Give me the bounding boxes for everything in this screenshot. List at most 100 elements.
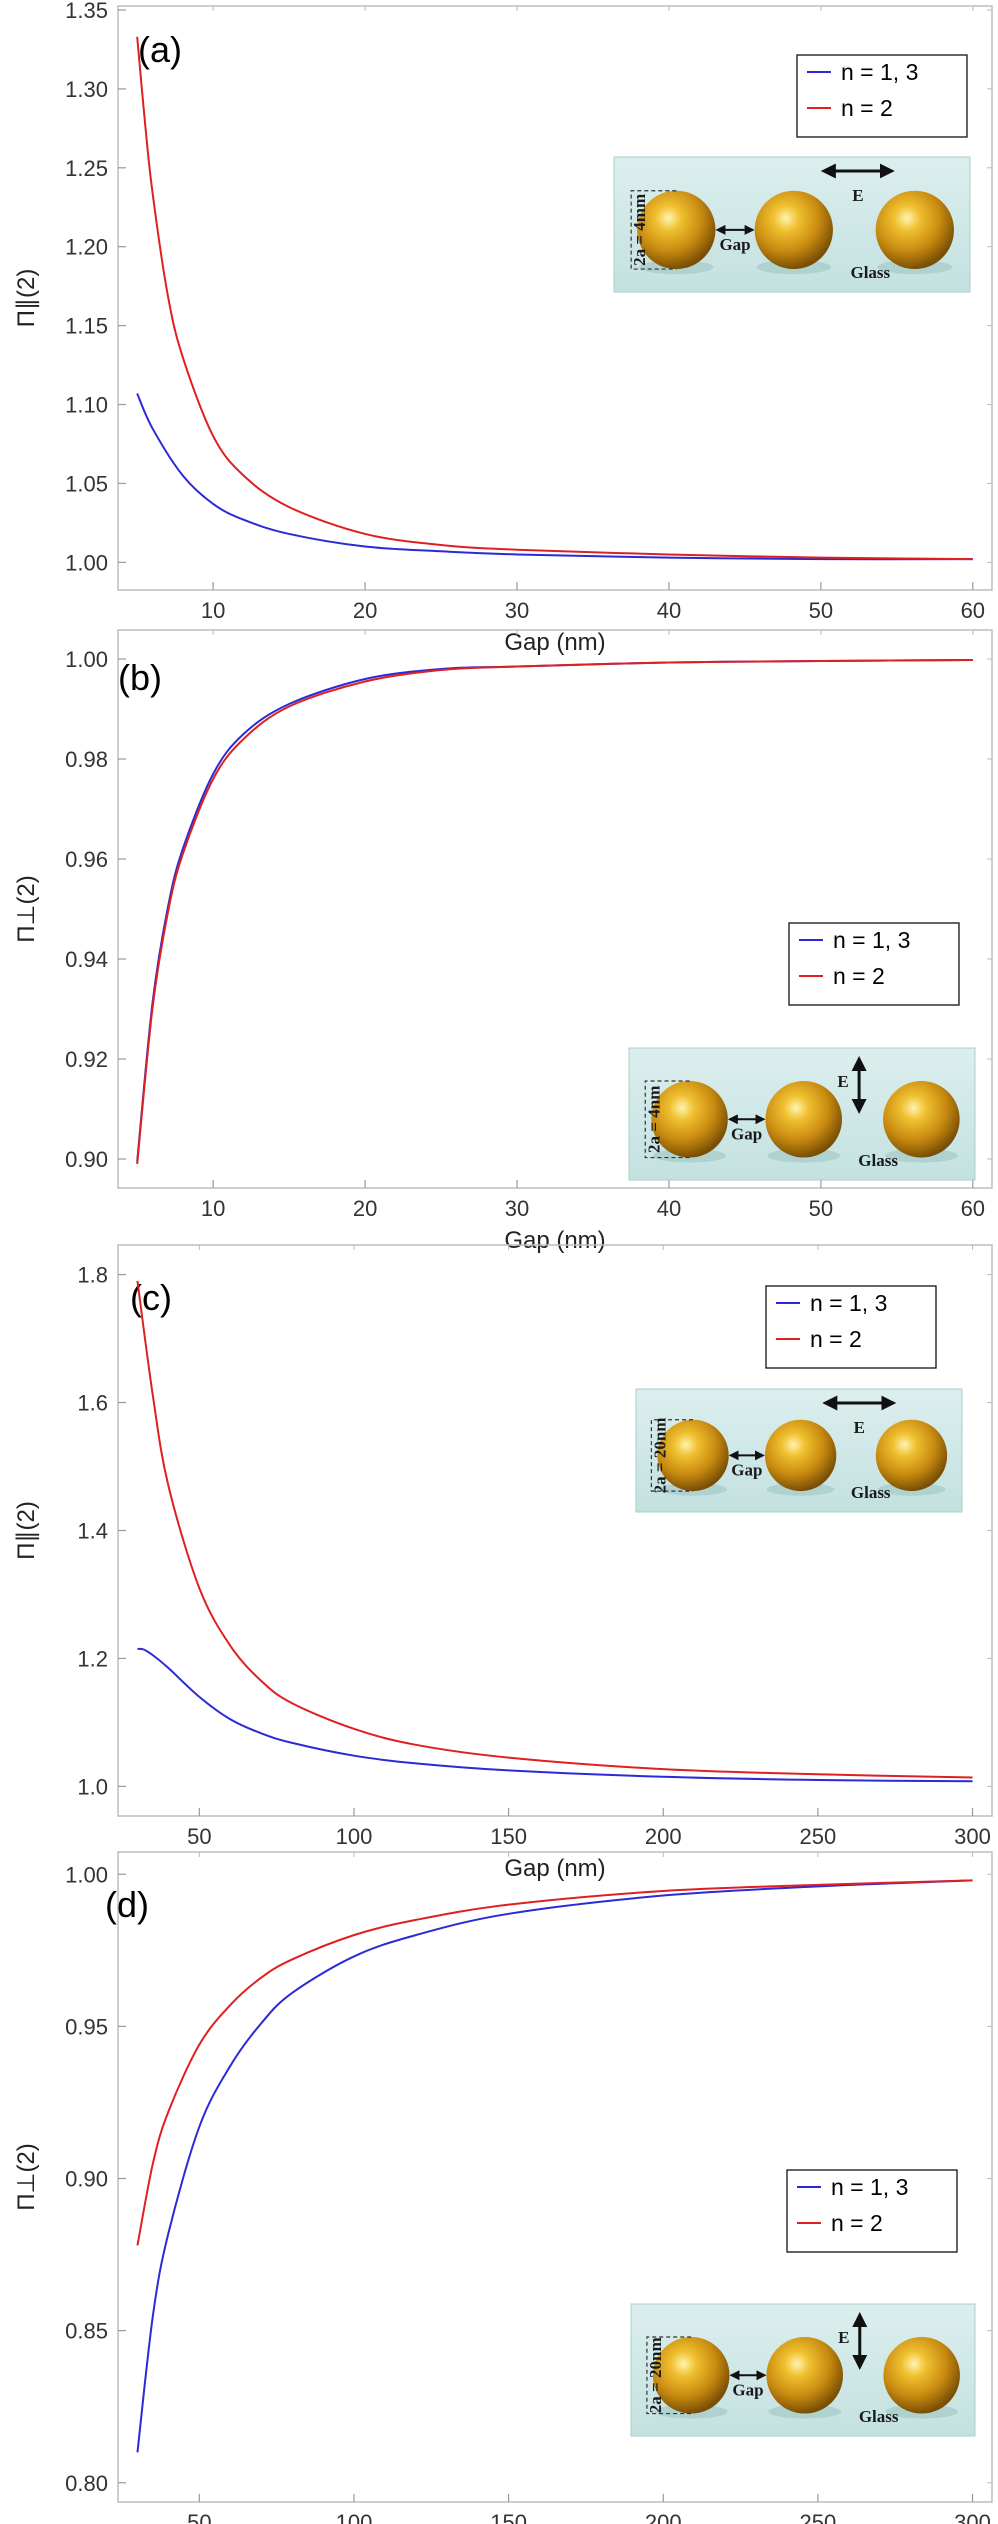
x-axis-title: Gap (nm) — [504, 629, 605, 656]
size-bracket — [644, 1080, 690, 1159]
x-tick-label: 20 — [353, 598, 377, 623]
x-tick-label: 250 — [800, 1824, 837, 1849]
y-tick-label: 0.98 — [65, 747, 108, 772]
size-label: 2a = 4mm — [630, 194, 649, 266]
glass-label: Glass — [859, 2407, 899, 2426]
series-line-n-1-3 — [136, 1879, 973, 2453]
y-tick-label: 0.90 — [65, 1147, 108, 1172]
y-tick-label: 1.0 — [77, 1774, 108, 1799]
plot-frame — [117, 5, 993, 591]
gold-sphere-1 — [652, 2337, 730, 2414]
panel-label: (c) — [130, 1277, 172, 1318]
gold-sphere-1 — [657, 1419, 729, 1492]
y-tick-label: 0.85 — [65, 2319, 108, 2344]
chart-panel-1: 10 20 30 40 50 60 1.00 1.05 1.10 1.15 1.20 1.25 1.30… — [13, 0, 993, 656]
y-tick-label: 0.95 — [65, 2014, 108, 2039]
glass-label: Glass — [850, 263, 890, 282]
y-tick-label: 1.00 — [65, 550, 108, 575]
y-tick-label: 1.4 — [77, 1519, 108, 1544]
legend-label: n = 1, 3 — [831, 2174, 908, 2200]
gap-label: Gap — [731, 1460, 762, 1479]
x-tick-label: 300 — [954, 2510, 991, 2524]
x-tick-label: 50 — [809, 1196, 833, 1221]
y-axis-title: Π∥(2) — [13, 269, 40, 328]
y-tick-label: 1.8 — [77, 1263, 108, 1288]
x-tick-label: 200 — [645, 2510, 682, 2524]
size-bracket — [646, 2336, 692, 2415]
x-tick-label: 60 — [961, 1196, 985, 1221]
size-bracket — [650, 1419, 694, 1492]
inset-illustration: 2a = 20nm Gap Glass E — [630, 2303, 976, 2437]
legend-label: n = 2 — [833, 963, 885, 989]
legend-box — [786, 2169, 958, 2253]
legend: n = 1, 3 n = 2 — [788, 922, 960, 1006]
x-tick-label: 30 — [505, 1196, 529, 1221]
x-tick-label: 20 — [353, 1196, 377, 1221]
x-tick-label: 200 — [645, 1824, 682, 1849]
plot-frame — [117, 629, 993, 1189]
x-tick-label: 300 — [954, 1824, 991, 1849]
gap-label: Gap — [731, 1124, 762, 1143]
x-tick-label: 40 — [657, 598, 681, 623]
legend-label: n = 2 — [810, 1326, 862, 1352]
field-label: E — [837, 1072, 848, 1091]
y-tick-label: 1.05 — [65, 471, 108, 496]
x-tick-label: 150 — [490, 2510, 527, 2524]
size-label: 2a = 4nm — [644, 1086, 663, 1153]
y-axis-title: Π⊥(2) — [13, 2143, 40, 2211]
glass-label: Glass — [851, 1483, 891, 1502]
y-tick-label: 1.00 — [65, 1862, 108, 1887]
legend: n = 1, 3 n = 2 — [786, 2169, 958, 2253]
legend-label: n = 2 — [841, 95, 893, 121]
panel-label: (a) — [138, 29, 182, 70]
y-tick-label: 1.20 — [65, 235, 108, 260]
gold-sphere-3 — [875, 190, 954, 270]
x-tick-label: 10 — [201, 598, 225, 623]
gold-sphere-3 — [875, 1419, 948, 1492]
legend-label: n = 1, 3 — [841, 59, 918, 85]
legend-label: n = 2 — [831, 2210, 883, 2236]
gold-sphere-3 — [883, 2337, 960, 2414]
legend-box — [788, 922, 960, 1006]
legend-box — [765, 1285, 937, 1369]
x-tick-label: 100 — [336, 2510, 373, 2524]
y-tick-label: 0.92 — [65, 1047, 108, 1072]
y-axis-title: Π⊥(2) — [13, 875, 40, 943]
gold-sphere-2 — [766, 2337, 843, 2414]
size-label: 2a = 20nm — [650, 1418, 669, 1494]
x-tick-label: 50 — [187, 2510, 211, 2524]
x-tick-label: 50 — [809, 598, 833, 623]
x-tick-label: 60 — [961, 598, 985, 623]
y-tick-label: 1.00 — [65, 647, 108, 672]
gold-sphere-2 — [754, 190, 833, 270]
y-tick-label: 0.90 — [65, 2167, 108, 2192]
y-tick-label: 0.80 — [65, 2471, 108, 2496]
field-label: E — [852, 186, 863, 205]
gap-label: Gap — [732, 2380, 763, 2399]
x-tick-label: 50 — [187, 1824, 211, 1849]
y-tick-label: 1.15 — [65, 314, 108, 339]
y-tick-label: 0.94 — [65, 947, 108, 972]
y-tick-label: 1.35 — [65, 0, 108, 23]
chart-panel-3: 50 100 150 200 250 300 1.0 1.2 1.4 1.6 1.8 Gap (nm)… — [13, 1244, 993, 1882]
field-label: E — [838, 2328, 849, 2347]
series-line-n-1-3 — [137, 1647, 973, 1783]
series-line-n-1-3 — [136, 393, 973, 561]
y-axis-title: Π∥(2) — [13, 1501, 40, 1560]
gold-sphere-1 — [637, 190, 716, 270]
chart-panel-2: 10 20 30 40 50 60 0.90 0.92 0.94 0.96 0.98 1.00 Gap … — [13, 629, 993, 1254]
chart-panel-4: 50 100 150 200 250 300 0.80 0.85 0.90 0.95 1.00 Gap… — [13, 1851, 993, 2524]
x-axis-title: Gap (nm) — [504, 1855, 605, 1882]
y-tick-label: 1.30 — [65, 77, 108, 102]
series-line-n-2 — [136, 1879, 973, 2246]
x-tick-label: 10 — [201, 1196, 225, 1221]
size-label: 2a = 20nm — [646, 2337, 665, 2413]
gold-sphere-1 — [651, 1081, 728, 1158]
inset-illustration: 2a = 4nm Gap Glass E — [628, 1047, 976, 1181]
series-line-n-2 — [136, 1280, 973, 1779]
legend-box — [796, 54, 968, 138]
glass-label: Glass — [858, 1151, 898, 1170]
y-tick-label: 1.10 — [65, 393, 108, 418]
x-tick-label: 250 — [800, 2510, 837, 2524]
x-tick-label: 40 — [657, 1196, 681, 1221]
